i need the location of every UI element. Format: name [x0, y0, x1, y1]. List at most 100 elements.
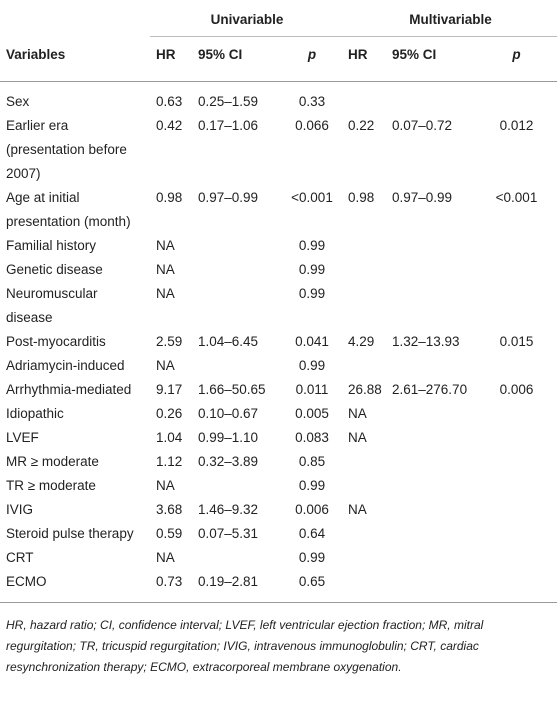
empty-cell	[342, 450, 386, 474]
table-cell: 0.99–1.10	[198, 430, 259, 445]
table-cell: 4.29	[348, 334, 375, 349]
table-cell: Familial history	[6, 238, 97, 253]
empty-cell	[386, 234, 474, 258]
table-row: Steroid pulse therapy 0.59 0.07–5.31 0.64	[0, 522, 557, 546]
column-header: HR	[150, 36, 192, 82]
empty-cell	[386, 570, 474, 603]
table-cell: 0.85	[298, 454, 326, 469]
empty-cell	[192, 234, 280, 258]
table-cell: 0.99	[298, 262, 326, 277]
table-row: Adriamycin-induced NA 0.99	[0, 354, 557, 378]
table-row: Neuromuscular disease NA 0.99	[0, 282, 557, 330]
empty-cell	[192, 258, 280, 282]
table-cell: 0.011	[295, 382, 329, 397]
table-cell: 0.98	[156, 190, 183, 205]
data-table: Univariable Multivariable Variables HR 95%…	[0, 0, 557, 603]
empty-cell	[342, 258, 386, 282]
empty-cell	[474, 546, 557, 570]
table-cell: <0.001	[291, 190, 333, 205]
table-cell: 2.61–276.70	[392, 382, 468, 397]
table-cell: NA	[156, 550, 175, 565]
table-cell: 0.99	[298, 478, 326, 493]
empty-cell	[474, 522, 557, 546]
table-cell: 0.17–1.06	[198, 118, 259, 133]
table-cell: 0.97–0.99	[198, 190, 259, 205]
table-cell: 0.64	[298, 526, 326, 541]
table-cell: 0.42	[156, 118, 183, 133]
table-cell: 0.22	[348, 118, 375, 133]
table-cell: NA	[348, 406, 367, 421]
empty-cell	[192, 354, 280, 378]
table-cell: 0.73	[150, 570, 192, 603]
empty-cell	[386, 498, 474, 522]
table-cell: 0.006	[295, 502, 329, 517]
table-row: MR ≥ moderate 1.12 0.32–3.89 0.85	[0, 450, 557, 474]
table-cell: TR ≥ moderate	[6, 478, 96, 493]
table-cell: Age at initial presentation (month)	[6, 190, 131, 229]
table-row: TR ≥ moderate NA 0.99	[0, 474, 557, 498]
empty-cell	[192, 546, 280, 570]
empty-cell	[192, 282, 280, 330]
table-cell: CRT	[6, 550, 34, 565]
table-row: LVEF 1.04 0.99–1.10 0.083 NA	[0, 426, 557, 450]
column-header: Variables	[0, 36, 150, 82]
table-cell: Genetic disease	[6, 262, 103, 277]
table-cell: 0.65	[280, 570, 342, 603]
table-cell: 0.25–1.59	[198, 94, 259, 109]
table-cell: 0.07–0.72	[392, 118, 453, 133]
empty-cell	[342, 546, 386, 570]
table-cell: <0.001	[495, 190, 538, 205]
table-cell: 1.12	[156, 454, 183, 469]
table-row: CRT NA 0.99	[0, 546, 557, 570]
table-cell: 0.006	[499, 382, 534, 397]
table-cell: IVIG	[6, 502, 34, 517]
table-cell: 1.04–6.45	[198, 334, 259, 349]
empty-cell	[474, 282, 557, 330]
table-cell: Neuromuscular disease	[6, 286, 98, 325]
table-cell: NA	[156, 262, 175, 277]
group-header: Multivariable	[342, 0, 557, 37]
empty-cell	[386, 546, 474, 570]
table-cell: 0.99	[298, 358, 326, 373]
table-cell: NA	[156, 478, 175, 493]
empty-cell	[386, 402, 474, 426]
table-cell: 0.33	[298, 94, 326, 109]
table-cell: Adriamycin-induced	[6, 358, 125, 373]
empty-cell	[386, 258, 474, 282]
empty-cell	[342, 474, 386, 498]
table-cell: 0.99	[298, 550, 326, 565]
table-cell: 0.99	[298, 238, 326, 253]
table-cell: 0.041	[295, 334, 329, 349]
table-row: Earlier era (presentation before 2007) 0.…	[0, 114, 557, 186]
table-cell: NA	[348, 502, 367, 517]
table-cell: NA	[348, 430, 367, 445]
table-cell: 9.17	[156, 382, 183, 397]
empty-cell	[342, 82, 386, 115]
empty-cell	[386, 426, 474, 450]
table-cell: Arrhythmia-mediated	[6, 382, 132, 397]
empty-cell	[386, 522, 474, 546]
table-cell: 0.59	[156, 526, 183, 541]
table-cell: 26.88	[348, 382, 382, 397]
empty-cell	[342, 522, 386, 546]
empty-cell	[386, 450, 474, 474]
footnote: HR, hazard ratio; CI, confidence interva…	[6, 618, 484, 674]
table-row: Familial history NA 0.99	[0, 234, 557, 258]
table-cell: 0.10–0.67	[198, 406, 259, 421]
column-header: p	[474, 36, 557, 82]
empty-cell	[342, 234, 386, 258]
empty-cell	[386, 82, 474, 115]
empty-cell	[474, 234, 557, 258]
table-cell: NA	[156, 286, 175, 301]
column-header: p	[280, 36, 342, 82]
empty-cell	[192, 474, 280, 498]
column-header: HR	[342, 36, 386, 82]
empty-cell	[474, 82, 557, 115]
table-row: Idiopathic 0.26 0.10–0.67 0.005 NA	[0, 402, 557, 426]
table-cell: Post-myocarditis	[6, 334, 106, 349]
table-row: IVIG 3.68 1.46–9.32 0.006 NA	[0, 498, 557, 522]
table-cell: LVEF	[6, 430, 39, 445]
table-row: Post-myocarditis 2.59 1.04–6.45 0.041 4.29 1.…	[0, 330, 557, 354]
empty-cell	[386, 282, 474, 330]
empty-cell	[342, 282, 386, 330]
